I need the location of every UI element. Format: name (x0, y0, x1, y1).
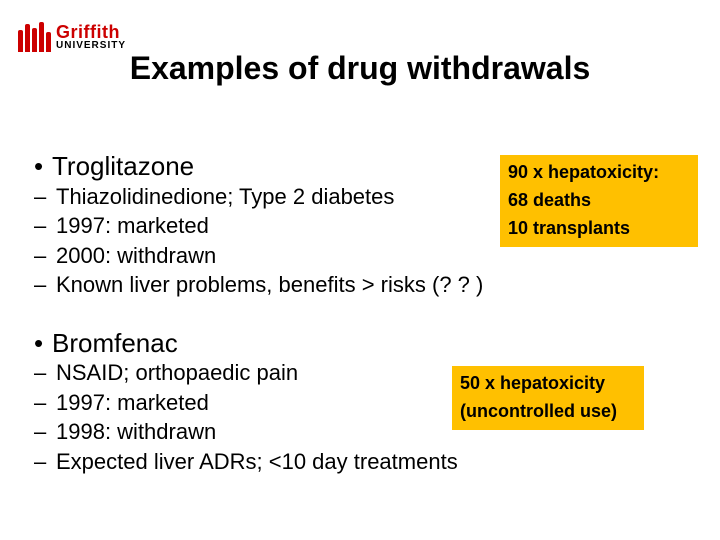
brand-name: Griffith (56, 23, 126, 41)
callout-line: 10 transplants (508, 215, 690, 243)
sub-text: 1997: marketed (56, 213, 209, 238)
sub-text: 1997: marketed (56, 390, 209, 415)
callout-box: 90 x hepatoxicity: 68 deaths 10 transpla… (500, 155, 698, 247)
sub-text: 1998: withdrawn (56, 419, 216, 444)
logo-mark-icon (18, 22, 52, 52)
callout-line: 50 x hepatoxicity (460, 370, 636, 398)
callout-line: (uncontrolled use) (460, 398, 636, 426)
sub-text: 2000: withdrawn (56, 243, 216, 268)
callout-line: 68 deaths (508, 187, 690, 215)
item-heading: Troglitazone (52, 151, 194, 181)
sub-text: Thiazolidinedione; Type 2 diabetes (56, 184, 394, 209)
sub-text: NSAID; orthopaedic pain (56, 360, 298, 385)
item-heading: Bromfenac (52, 328, 178, 358)
sub-item: –Known liver problems, benefits > risks … (34, 271, 696, 299)
callout-line: 90 x hepatoxicity: (508, 159, 690, 187)
callout-box: 50 x hepatoxicity (uncontrolled use) (452, 366, 644, 430)
sub-item: –Expected liver ADRs; <10 day treatments (34, 448, 696, 476)
sub-text: Known liver problems, benefits > risks (… (56, 272, 483, 297)
brand-logo: Griffith UNIVERSITY (18, 22, 126, 52)
logo-text: Griffith UNIVERSITY (56, 23, 126, 51)
sub-text: Expected liver ADRs; <10 day treatments (56, 449, 458, 474)
slide-title: Examples of drug withdrawals (0, 50, 720, 87)
